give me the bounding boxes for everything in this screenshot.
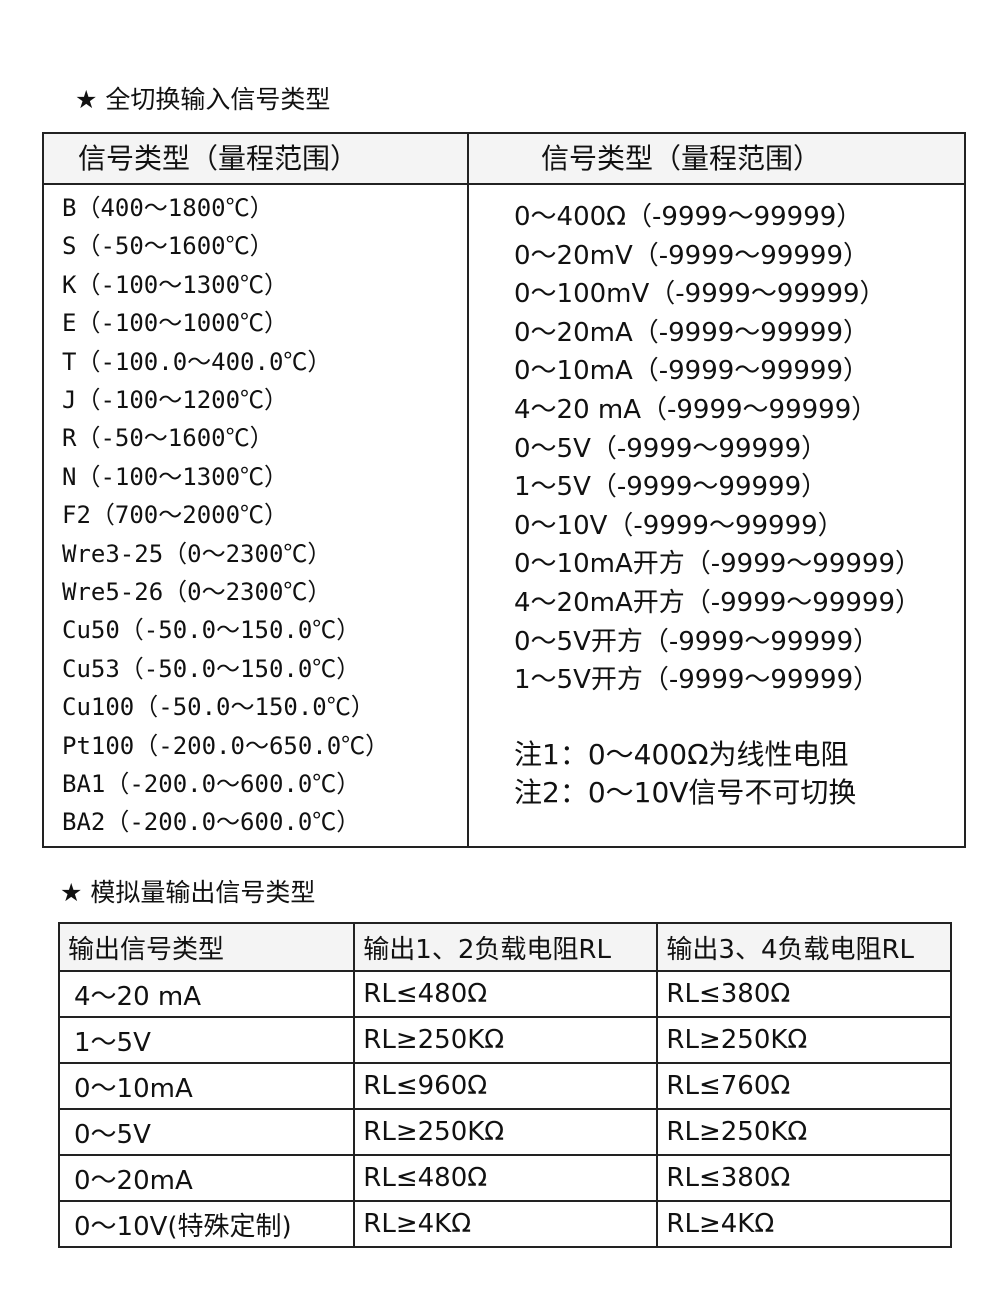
table-cell: 0～5V <box>57 1108 356 1156</box>
signal-range: 0～10mA（-9999～99999） <box>514 356 869 387</box>
signal-range: 0～20mA（-9999～99999） <box>514 317 869 348</box>
signal-range: 0～5V（-9999～99999） <box>514 433 828 464</box>
table-cell: RL≥4KΩ <box>656 1200 952 1248</box>
header-cell: 信号类型（量程范围） <box>78 142 359 175</box>
note: 注1：0～400Ω为线性电阻 <box>514 738 849 771</box>
signal-range: N（-100～1300℃） <box>62 462 289 491</box>
table-cell: RL≥250KΩ <box>353 1016 659 1064</box>
table-cell: RL≥250KΩ <box>353 1108 659 1156</box>
signal-range: Wre5-26（0～2300℃） <box>62 578 332 606</box>
signal-range: 0～10V（-9999～99999） <box>514 510 844 541</box>
table-row: 0～10mA RL≤960Ω RL≤760Ω <box>57 1062 952 1110</box>
column-divider <box>467 134 469 846</box>
table-cell: 1～5V <box>57 1016 356 1064</box>
signal-range: BA1（-200.0～600.0℃） <box>62 770 361 798</box>
table-cell: RL≥250KΩ <box>656 1016 952 1064</box>
signal-range: 1～5V开方（-9999～99999） <box>514 665 880 696</box>
signal-range: Pt100（-200.0～650.0℃） <box>62 731 390 760</box>
table-row: 4～20 mA RL≤480Ω RL≤380Ω <box>57 970 952 1018</box>
table-cell: RL≤760Ω <box>656 1062 952 1110</box>
table-row: 0～10V(特殊定制) RL≥4KΩ RL≥4KΩ <box>57 1200 952 1248</box>
input-table: 信号类型（量程范围） 信号类型（量程范围） B（400～1800℃） S（-50～… <box>42 132 966 848</box>
output-table: 输出信号类型 输出1、2负载电阻RL 输出3、4负载电阻RL 4～20 mA RL≤48… <box>57 922 952 1248</box>
signal-range: T（-100.0～400.0℃） <box>62 347 332 376</box>
section-heading: ★ 模拟量输出信号类型 <box>60 878 316 907</box>
signal-range: Cu50（-50.0～150.0℃） <box>62 616 361 645</box>
table-cell: 0～10V(特殊定制) <box>57 1200 356 1248</box>
table-cell: RL≤480Ω <box>353 970 659 1018</box>
signal-range: B（400～1800℃） <box>62 194 274 222</box>
table-cell: RL≤380Ω <box>656 1154 952 1202</box>
header-cell: 输出信号类型 <box>57 922 356 972</box>
header-cell: 输出3、4负载电阻RL <box>656 922 952 972</box>
header-row: 输出信号类型 输出1、2负载电阻RL 输出3、4负载电阻RL <box>57 922 952 972</box>
signal-range: 4～20mA开方（-9999～99999） <box>514 588 921 618</box>
signal-range: J（-100～1200℃） <box>62 386 289 414</box>
signal-range: E（-100～1000℃） <box>62 309 289 338</box>
signal-range: F2（700～2000℃） <box>62 501 289 530</box>
signal-range: 1～5V（-9999～99999） <box>514 472 828 503</box>
table-cell: RL≥250KΩ <box>656 1108 952 1156</box>
signal-range: 0～5V开方（-9999～99999） <box>514 626 880 657</box>
table-row: 0～20mA RL≤480Ω RL≤380Ω <box>57 1154 952 1202</box>
signal-range: K（-100～1300℃） <box>62 270 289 299</box>
signal-range: 0～400Ω（-9999～99999） <box>514 202 863 232</box>
signal-range: BA2（-200.0～600.0℃） <box>62 808 361 837</box>
header-cell: 输出1、2负载电阻RL <box>353 922 659 972</box>
signal-range: S（-50～1600℃） <box>62 232 274 261</box>
table-cell: 0～20mA <box>57 1154 356 1202</box>
signal-range: 4～20 mA（-9999～99999） <box>514 395 878 425</box>
header-cell: 信号类型（量程范围） <box>541 142 822 175</box>
table-cell: 0～10mA <box>57 1062 356 1110</box>
table-cell: RL≤380Ω <box>656 970 952 1018</box>
table-cell: RL≤480Ω <box>353 1154 659 1202</box>
table-row: 0～5V RL≥250KΩ RL≥250KΩ <box>57 1108 952 1156</box>
signal-range: 0～20mV（-9999～99999） <box>514 240 869 271</box>
signal-range: 0～10mA开方（-9999～99999） <box>514 549 921 580</box>
signal-range: Cu100（-50.0～150.0℃） <box>62 693 375 722</box>
table-cell: RL≤960Ω <box>353 1062 659 1110</box>
note: 注2：0～10V信号不可切换 <box>514 776 857 809</box>
signal-range: 0～100mV（-9999～99999） <box>514 279 886 310</box>
signal-range: Cu53（-50.0～150.0℃） <box>62 654 361 683</box>
table-row: 1～5V RL≥250KΩ RL≥250KΩ <box>57 1016 952 1064</box>
section-heading: ★ 全切换输入信号类型 <box>75 85 331 114</box>
signal-range: R（-50～1600℃） <box>62 424 274 453</box>
signal-range: Wre3-25（0～2300℃） <box>62 539 332 568</box>
table-cell: 4～20 mA <box>57 970 356 1018</box>
table-header <box>44 134 964 185</box>
table-cell: RL≥4KΩ <box>353 1200 659 1248</box>
